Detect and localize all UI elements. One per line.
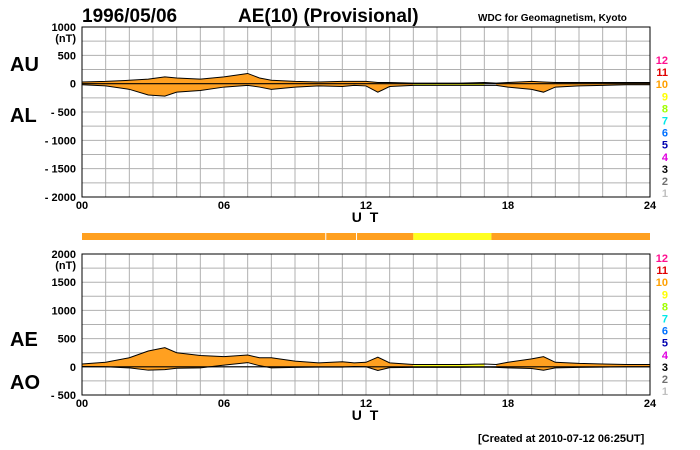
station-count-label: 8 xyxy=(662,103,668,115)
station-bar-segment xyxy=(491,233,650,240)
station-count-label: 9 xyxy=(662,91,668,103)
station-count-label: 6 xyxy=(662,128,668,140)
station-count-label: 3 xyxy=(662,164,668,176)
station-count-label: 4 xyxy=(662,152,669,164)
source-label: WDC for Geomagnetism, Kyoto xyxy=(478,13,627,24)
x-tick-label: 06 xyxy=(218,200,230,212)
y-tick-label: 1500 xyxy=(52,277,76,289)
ae-ao-panel: 2000 1500 1000 500 0 - 500 (nT) 00 06 12 18 24 U T AE… xyxy=(10,249,657,423)
y-tick-label: - 500 xyxy=(51,107,76,119)
series-label-ao: AO xyxy=(10,372,40,394)
y-tick-label: 0 xyxy=(70,79,76,91)
station-count-label: 10 xyxy=(656,79,668,91)
station-count-label: 2 xyxy=(662,176,668,188)
y-tick-label: 0 xyxy=(70,362,76,374)
station-count-label: 6 xyxy=(662,326,668,338)
y-tick-label: - 2000 xyxy=(45,192,76,204)
station-count-label: 12 xyxy=(656,55,668,67)
series-line-au xyxy=(81,72,650,84)
plot-frame xyxy=(81,26,651,198)
x-tick-label: 24 xyxy=(644,200,657,212)
x-tick-label: 06 xyxy=(218,398,230,410)
station-count-label: 7 xyxy=(662,116,668,128)
station-count-label: 1 xyxy=(662,386,668,398)
x-tick-label: 00 xyxy=(76,200,88,212)
y-tick-label: - 500 xyxy=(51,390,76,402)
series-line-al xyxy=(81,84,650,97)
y-tick-label: - 1500 xyxy=(45,164,76,176)
created-timestamp: [Created at 2010-07-12 06:25UT] xyxy=(478,433,645,445)
data-band-fill xyxy=(82,347,414,371)
station-count-label: 12 xyxy=(656,253,668,265)
station-count-label: 11 xyxy=(656,265,668,277)
series-label-al: AL xyxy=(10,105,37,127)
station-bar-segment xyxy=(82,233,414,240)
station-count-label: 5 xyxy=(662,140,668,152)
station-bar-segment xyxy=(413,233,492,240)
station-count-label: 10 xyxy=(656,277,668,289)
y-tick-label: - 1000 xyxy=(45,135,76,147)
series-line-ae xyxy=(81,347,650,366)
series-label-au: AU xyxy=(10,54,39,76)
y-tick-label: 1000 xyxy=(52,305,76,317)
x-tick-label: 00 xyxy=(76,398,88,410)
y-tick-label: 1000 xyxy=(52,22,76,34)
x-tick-label: 24 xyxy=(644,398,657,410)
station-count-label: 1 xyxy=(662,188,668,200)
station-count-label: 8 xyxy=(662,301,668,313)
data-band-fill xyxy=(82,73,414,97)
x-tick-label: 12 xyxy=(360,200,372,212)
plot-frame xyxy=(81,253,651,396)
y-tick-label: 2000 xyxy=(52,249,76,261)
x-axis-label: U T xyxy=(352,407,381,423)
station-count-label: 5 xyxy=(662,338,668,350)
au-al-panel: 1000 500 0 - 500 - 1000 - 1500 - 2000 (nT) 00 06 1… xyxy=(10,22,657,225)
station-count-label: 3 xyxy=(662,362,668,374)
x-tick-label: 18 xyxy=(502,398,514,410)
x-axis-label: U T xyxy=(352,209,381,225)
series-label-ae: AE xyxy=(10,329,38,351)
station-count-label: 9 xyxy=(662,289,668,301)
y-unit-label: (nT) xyxy=(55,260,76,272)
station-count-label: 7 xyxy=(662,314,668,326)
date-label: 1996/05/06 xyxy=(82,6,177,27)
y-unit-label: (nT) xyxy=(55,33,76,45)
x-tick-label: 18 xyxy=(502,200,514,212)
station-coverage-bar xyxy=(82,233,650,240)
station-count-label: 2 xyxy=(662,374,668,386)
x-tick-label: 12 xyxy=(360,398,372,410)
station-count-label: 11 xyxy=(656,67,668,79)
chart-title: AE(10) (Provisional) xyxy=(238,6,419,27)
y-tick-label: 500 xyxy=(58,334,76,346)
station-count-label: 4 xyxy=(662,350,669,362)
y-tick-label: 500 xyxy=(58,50,76,62)
